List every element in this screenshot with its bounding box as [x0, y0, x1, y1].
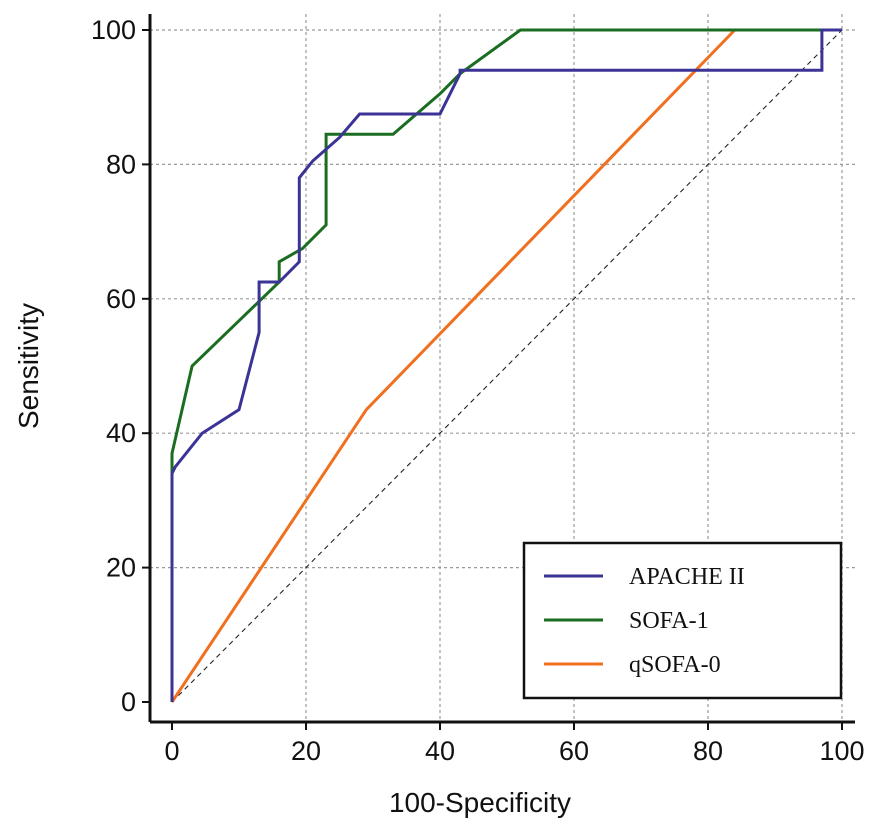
y-tick-label-4: 80 — [106, 149, 136, 179]
y-tick-label-0: 0 — [121, 687, 136, 717]
x-tick-label-3: 60 — [559, 736, 589, 766]
series-layer — [170, 28, 842, 703]
x-tick-label-4: 80 — [693, 736, 723, 766]
legend: APACHE II SOFA-1 qSOFA-0 — [522, 541, 843, 700]
y-tick-label-2: 40 — [106, 418, 136, 448]
axes — [142, 14, 855, 730]
y-axis-title: Sensitivity — [13, 303, 44, 429]
x-axis-title: 100-Specificity — [389, 787, 571, 818]
series-line-apache-ii — [170, 28, 842, 702]
tick-labels: 0 20 40 60 80 100 0 20 40 60 80 100 — [91, 15, 865, 766]
y-tick-label-1: 20 — [106, 553, 136, 583]
legend-label-apache-ii: APACHE II — [629, 564, 745, 590]
x-tick-label-0: 0 — [164, 736, 179, 766]
x-tick-label-5: 100 — [819, 736, 864, 766]
legend-label-qsofa-0: qSOFA-0 — [629, 652, 721, 678]
x-tick-label-2: 40 — [425, 736, 455, 766]
legend-label-sofa-1: SOFA-1 — [629, 608, 709, 634]
x-tick-label-1: 20 — [291, 736, 321, 766]
y-tick-label-5: 100 — [91, 15, 136, 45]
y-tick-label-3: 60 — [106, 284, 136, 314]
